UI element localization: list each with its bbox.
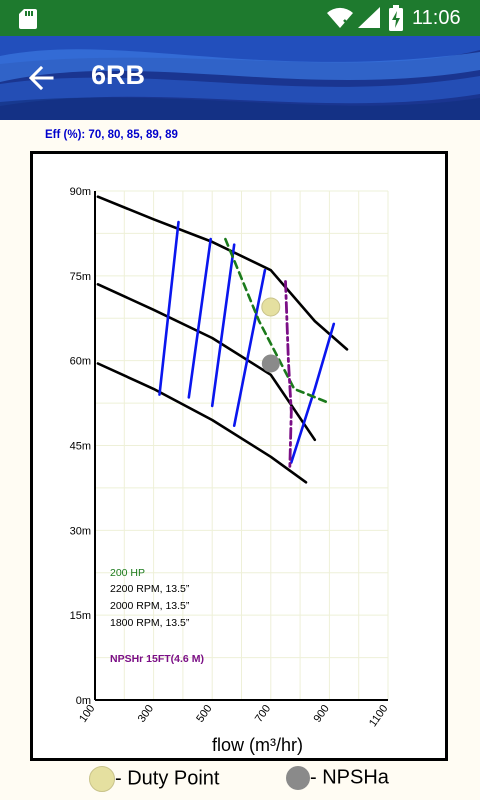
duty-point-marker	[261, 297, 281, 317]
y-tick-label: 0m	[76, 695, 91, 707]
wifi-icon	[327, 7, 353, 29]
series-rpm-2000	[96, 283, 317, 442]
battery-charging-icon	[389, 5, 403, 31]
legend-npsha: - NPSHa	[286, 766, 389, 796]
back-arrow-icon[interactable]	[26, 61, 60, 95]
npsha-marker	[261, 354, 280, 373]
status-bar: 11:06	[0, 0, 480, 36]
series-efficiency-1	[158, 220, 180, 396]
app-bar: 6RB	[0, 36, 480, 120]
header-background	[0, 36, 480, 120]
duty-point-swatch	[89, 766, 115, 792]
x-tick-label: 300	[136, 703, 156, 725]
page-title: 6RB	[91, 60, 146, 90]
pump-curve-chart: 0m 15m 30m 45m 60m 75m 90m 100 300 500 700 900 1100 f…	[30, 151, 448, 761]
npsha-label: - NPSHa	[310, 766, 389, 789]
series-rpm-2200	[96, 195, 349, 351]
legend-duty-point: - Duty Point	[89, 766, 219, 796]
sd-card-icon	[19, 9, 37, 29]
series-hp-200	[224, 237, 331, 405]
y-tick-label: 30m	[70, 525, 91, 537]
status-time: 11:06	[412, 7, 461, 29]
series-rpm-1800	[96, 362, 308, 484]
series-efficiency-2	[187, 237, 212, 399]
series-efficiency-5	[289, 322, 336, 464]
y-tick-label: 60m	[70, 356, 91, 368]
npshr-annotation: NPSHr 15FT(4.6 M)	[110, 653, 204, 665]
x-tick-label: 700	[253, 703, 273, 725]
npsha-swatch	[286, 766, 310, 790]
x-tick-label: 900	[311, 703, 331, 725]
y-tick-label: 75m	[70, 271, 91, 283]
x-tick-label: 500	[194, 703, 214, 725]
y-tick-label: 45m	[70, 441, 91, 453]
x-axis-label: flow (m³/hr)	[212, 735, 303, 755]
rpm-annotation: 2200 RPM, 13.5”	[110, 583, 190, 595]
signal-icon	[358, 7, 380, 28]
series-efficiency-3	[210, 243, 236, 408]
efficiency-label: Eff (%): 70, 80, 85, 89, 89	[45, 129, 178, 141]
duty-point-label: - Duty Point	[115, 767, 220, 790]
x-tick-label: 1100	[367, 703, 390, 729]
y-tick-label: 15m	[70, 610, 91, 622]
series-efficiency-4	[232, 268, 267, 428]
y-tick-label: 90m	[70, 186, 91, 198]
rpm-annotation: 2000 RPM, 13.5”	[110, 600, 190, 612]
rpm-annotation: 1800 RPM, 13.5”	[110, 617, 190, 629]
series-npshr	[284, 280, 293, 470]
hp-annotation: 200 HP	[110, 567, 145, 579]
